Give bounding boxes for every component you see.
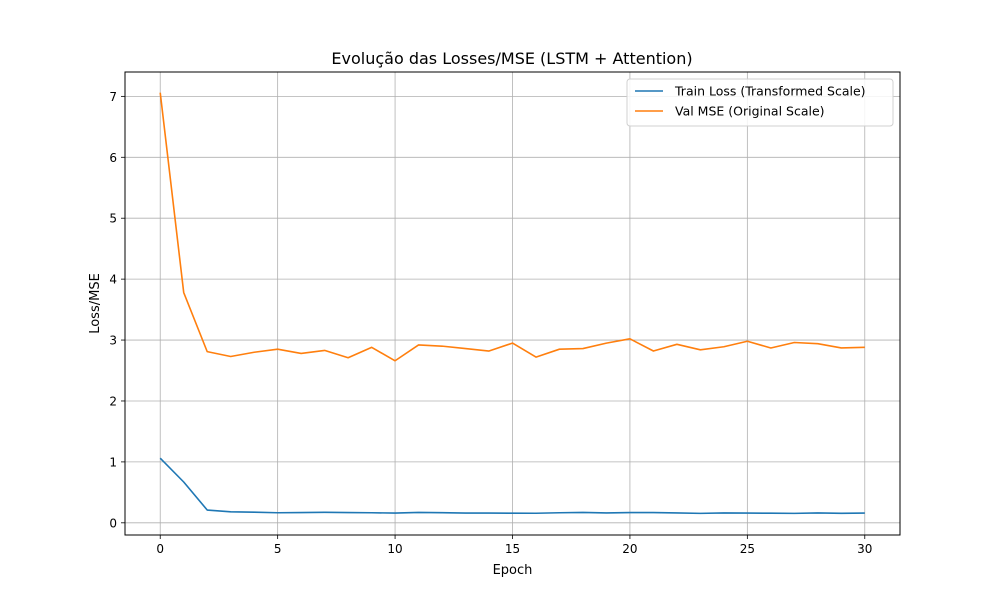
series-line-0 [159, 457, 865, 515]
x-tick-label: 5 [274, 542, 282, 556]
y-tick-label: 0 [109, 516, 117, 530]
x-tick-label: 0 [156, 542, 164, 556]
x-axis-label: Epoch [493, 563, 533, 578]
y-axis-label: Loss/MSE [88, 273, 103, 334]
y-tick-label: 7 [109, 90, 117, 104]
y-tick-label: 2 [109, 394, 117, 408]
x-tick-label: 25 [740, 542, 755, 556]
legend-box [626, 78, 894, 127]
y-tick-label: 1 [109, 455, 117, 469]
x-tick-label: 20 [622, 542, 637, 556]
chart-title: Evolução das Losses/MSE (LSTM + Attentio… [331, 49, 692, 68]
x-tick-label: 15 [505, 542, 520, 556]
series-line-1 [159, 92, 865, 362]
ticks: 0 5 10 15 20 25 30 0 1 2 3 4 5 6 7 [109, 90, 872, 556]
y-tick-label: 5 [109, 212, 117, 226]
x-tick-label: 10 [387, 542, 402, 556]
legend: Train Loss (Transformed Scale) Val MSE (O… [626, 78, 894, 127]
y-tick-label: 4 [109, 273, 117, 287]
y-tick-label: 3 [109, 334, 117, 348]
legend-label-0: Train Loss (Transformed Scale) [674, 84, 866, 99]
series-layer [159, 92, 865, 515]
legend-label-1: Val MSE (Original Scale) [675, 104, 825, 119]
x-tick-label: 30 [857, 542, 872, 556]
y-tick-label: 6 [109, 151, 117, 165]
grid [125, 72, 900, 535]
